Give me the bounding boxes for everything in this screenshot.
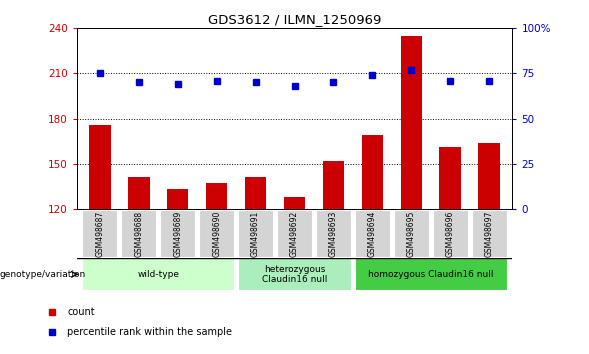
Bar <box>121 210 156 257</box>
Text: GSM498688: GSM498688 <box>134 211 143 257</box>
Bar <box>401 36 422 209</box>
Text: GSM498691: GSM498691 <box>251 211 260 257</box>
Bar <box>323 161 344 209</box>
Bar <box>238 258 351 290</box>
Bar <box>472 210 507 257</box>
Text: count: count <box>67 307 95 317</box>
Text: GSM498689: GSM498689 <box>173 211 182 257</box>
Text: GSM498696: GSM498696 <box>446 210 455 257</box>
Text: GSM498694: GSM498694 <box>368 210 377 257</box>
Text: genotype/variation: genotype/variation <box>0 270 86 279</box>
Text: GSM498687: GSM498687 <box>95 211 104 257</box>
Bar <box>82 258 234 290</box>
Text: percentile rank within the sample: percentile rank within the sample <box>67 327 232 337</box>
Bar <box>478 143 500 209</box>
Bar <box>316 210 351 257</box>
Text: heterozygous
Claudin16 null: heterozygous Claudin16 null <box>262 265 327 284</box>
Bar <box>277 210 312 257</box>
Text: homozygous Claudin16 null: homozygous Claudin16 null <box>368 270 494 279</box>
Bar <box>362 135 383 209</box>
Text: GSM498692: GSM498692 <box>290 211 299 257</box>
Bar <box>82 210 117 257</box>
Bar <box>439 147 461 209</box>
Bar <box>160 210 196 257</box>
Text: GSM498695: GSM498695 <box>407 210 416 257</box>
Title: GDS3612 / ILMN_1250969: GDS3612 / ILMN_1250969 <box>208 13 381 26</box>
Bar <box>355 210 390 257</box>
Bar <box>393 210 429 257</box>
Bar <box>89 125 111 209</box>
Bar <box>199 210 234 257</box>
Bar <box>284 197 305 209</box>
Bar <box>128 177 150 209</box>
Bar <box>245 177 266 209</box>
Bar <box>238 210 273 257</box>
Bar <box>433 210 468 257</box>
Bar <box>167 189 188 209</box>
Text: GSM498693: GSM498693 <box>329 210 338 257</box>
Bar <box>355 258 507 290</box>
Text: GSM498690: GSM498690 <box>212 210 221 257</box>
Text: GSM498697: GSM498697 <box>485 210 494 257</box>
Bar <box>206 183 227 209</box>
Text: wild-type: wild-type <box>137 270 179 279</box>
